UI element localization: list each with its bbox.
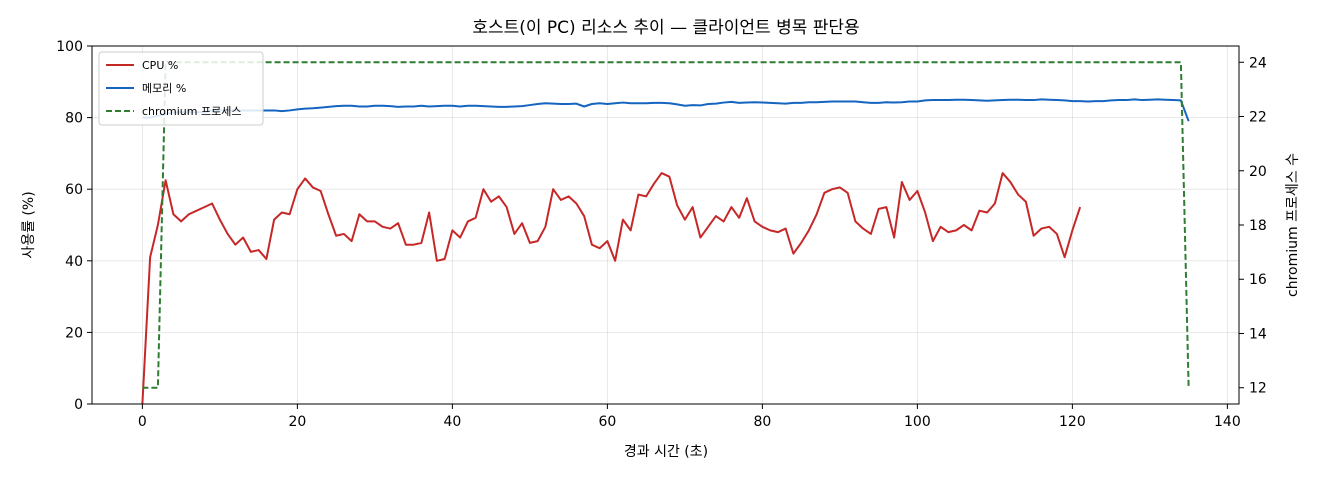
y-axis-right: 12 14 16 18 20 22 24 [1239, 55, 1267, 397]
x-tick-label: 100 [904, 414, 931, 430]
legend-label-chromium: chromium 프로세스 [142, 105, 241, 118]
y-axis-left: 0 20 40 60 80 100 [56, 39, 92, 413]
y-right-tick-label: 22 [1249, 110, 1267, 126]
x-axis-label: 경과 시간 (초) [624, 444, 708, 460]
y-tick-label: 40 [65, 254, 83, 270]
legend-label-cpu: CPU % [142, 59, 178, 72]
y-tick-label: 0 [74, 397, 83, 413]
series-layer [141, 61, 1190, 405]
y-tick-label: 20 [65, 325, 83, 341]
series-line-chromium [142, 61, 1190, 389]
x-tick-label: 120 [1059, 414, 1086, 430]
y-right-tick-label: 12 [1249, 381, 1267, 397]
y-tick-label: 80 [65, 111, 83, 127]
x-tick-label: 140 [1214, 414, 1241, 430]
legend-label-memory: 메모리 % [142, 82, 186, 95]
x-tick-label: 60 [598, 414, 616, 430]
y-tick-label: 60 [65, 182, 83, 198]
x-tick-label: 40 [443, 414, 461, 430]
x-axis: 0 20 40 60 80 100 120 140 [138, 404, 1241, 430]
y-right-tick-label: 24 [1249, 55, 1267, 71]
legend-box [98, 51, 264, 126]
y-right-tick-label: 16 [1249, 272, 1267, 288]
series-line-cpu [141, 172, 1082, 405]
x-tick-label: 80 [753, 414, 771, 430]
series-line-memory [142, 98, 1190, 122]
y-right-tick-label: 14 [1249, 326, 1267, 342]
chart-title: 호스트(이 PC) 리소스 추이 — 클라이언트 병목 판단용 [472, 18, 859, 38]
y-right-tick-label: 18 [1249, 218, 1267, 234]
y-axis-label: 사용률 (%) [21, 191, 37, 258]
y-right-tick-label: 20 [1249, 164, 1267, 180]
legend: CPU % 메모리 % chromium 프로세스 [98, 51, 264, 126]
y-axis-right-label: chromium 프로세스 수 [1285, 153, 1301, 297]
x-tick-label: 20 [288, 414, 306, 430]
y-tick-label: 100 [56, 39, 83, 55]
x-tick-label: 0 [138, 414, 147, 430]
